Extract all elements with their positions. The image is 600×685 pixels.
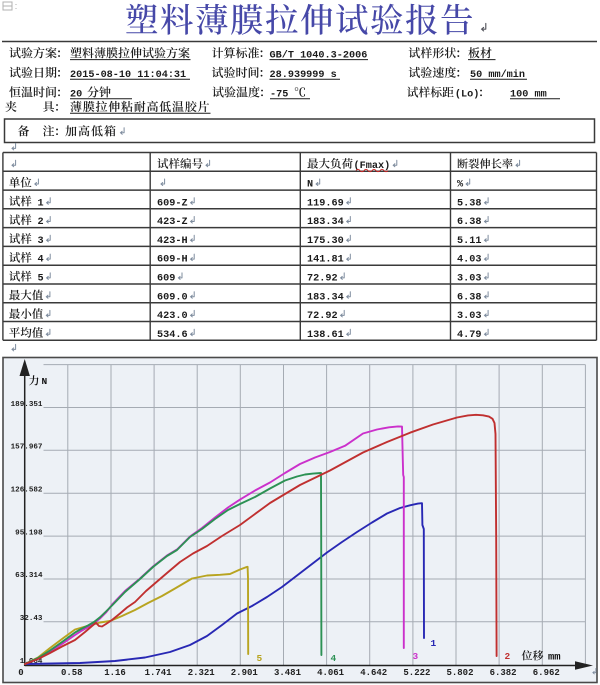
svg-text:2.321: 2.321 xyxy=(188,668,216,678)
svg-text:4.79: 4.79 xyxy=(457,330,481,341)
svg-text:6.382: 6.382 xyxy=(490,668,517,678)
svg-text:6.38: 6.38 xyxy=(457,217,481,228)
svg-text:1: 1 xyxy=(431,638,437,649)
svg-text:534.6: 534.6 xyxy=(157,330,188,341)
svg-text:6.962: 6.962 xyxy=(533,668,560,678)
svg-text:2.901: 2.901 xyxy=(231,668,259,678)
svg-text:609-H: 609-H xyxy=(157,255,188,266)
svg-text:609.0: 609.0 xyxy=(157,292,188,303)
svg-text:3.03: 3.03 xyxy=(457,311,481,322)
svg-text:N: N xyxy=(42,376,48,387)
svg-text:72.92: 72.92 xyxy=(307,311,338,322)
svg-text:(Lo): (Lo) xyxy=(455,89,479,101)
svg-text:175.30: 175.30 xyxy=(307,236,344,247)
svg-text:2: 2 xyxy=(38,217,44,228)
svg-text:119.69: 119.69 xyxy=(307,198,344,209)
svg-text:4.642: 4.642 xyxy=(360,668,387,678)
svg-text:95.198: 95.198 xyxy=(15,529,43,537)
svg-text:138.61: 138.61 xyxy=(307,330,344,341)
svg-text:100 mm: 100 mm xyxy=(510,90,547,101)
svg-text:4.061: 4.061 xyxy=(317,668,345,678)
svg-text:-75: -75 xyxy=(270,90,288,101)
svg-text:141.81: 141.81 xyxy=(307,255,344,266)
svg-text:5.38: 5.38 xyxy=(457,198,481,209)
svg-text:50 mm/min: 50 mm/min xyxy=(470,69,525,81)
svg-text:157.967: 157.967 xyxy=(11,444,43,452)
svg-text:63.314: 63.314 xyxy=(15,572,43,580)
svg-text:2015-08-10 11:04:31: 2015-08-10 11:04:31 xyxy=(70,70,186,81)
svg-text:3: 3 xyxy=(38,236,44,247)
svg-text:189.351: 189.351 xyxy=(11,401,43,409)
svg-text:72.92: 72.92 xyxy=(307,274,338,285)
svg-text:2: 2 xyxy=(505,651,511,662)
svg-text:5.11: 5.11 xyxy=(457,236,481,247)
svg-text:4.03: 4.03 xyxy=(457,255,481,266)
svg-text:3.481: 3.481 xyxy=(274,668,302,678)
svg-text:423-Z: 423-Z xyxy=(157,217,188,228)
svg-text:5.222: 5.222 xyxy=(403,668,430,678)
svg-text:28.939999 s: 28.939999 s xyxy=(270,70,337,81)
svg-text:183.34: 183.34 xyxy=(307,292,344,303)
svg-text:20: 20 xyxy=(70,90,82,101)
svg-text:609: 609 xyxy=(157,274,175,285)
svg-text:5: 5 xyxy=(38,274,44,285)
svg-text:32.43: 32.43 xyxy=(20,615,43,623)
svg-text:1.16: 1.16 xyxy=(104,668,126,678)
svg-text:3.03: 3.03 xyxy=(457,274,481,285)
svg-text:(Fmax): (Fmax) xyxy=(354,160,391,172)
svg-text:423.0: 423.0 xyxy=(157,311,188,322)
svg-text:0.58: 0.58 xyxy=(61,668,83,678)
svg-text:609-Z: 609-Z xyxy=(157,198,188,209)
svg-text:mm: mm xyxy=(548,652,561,664)
svg-text:3: 3 xyxy=(413,651,419,662)
svg-text:183.34: 183.34 xyxy=(307,217,344,228)
svg-text:4: 4 xyxy=(331,653,337,664)
svg-text:5: 5 xyxy=(257,653,263,664)
svg-text:4: 4 xyxy=(38,255,44,266)
svg-text:0: 0 xyxy=(18,668,23,678)
svg-text:126.582: 126.582 xyxy=(11,487,43,495)
svg-text:1.741: 1.741 xyxy=(145,668,173,678)
svg-text:1: 1 xyxy=(38,198,44,209)
svg-text:GB/T 1040.3-2006: GB/T 1040.3-2006 xyxy=(270,49,368,61)
svg-text:423-H: 423-H xyxy=(157,236,188,247)
svg-text:5.802: 5.802 xyxy=(446,668,473,678)
svg-text:%: % xyxy=(457,180,464,191)
svg-text:N: N xyxy=(307,180,313,191)
svg-text:6.38: 6.38 xyxy=(457,292,481,303)
